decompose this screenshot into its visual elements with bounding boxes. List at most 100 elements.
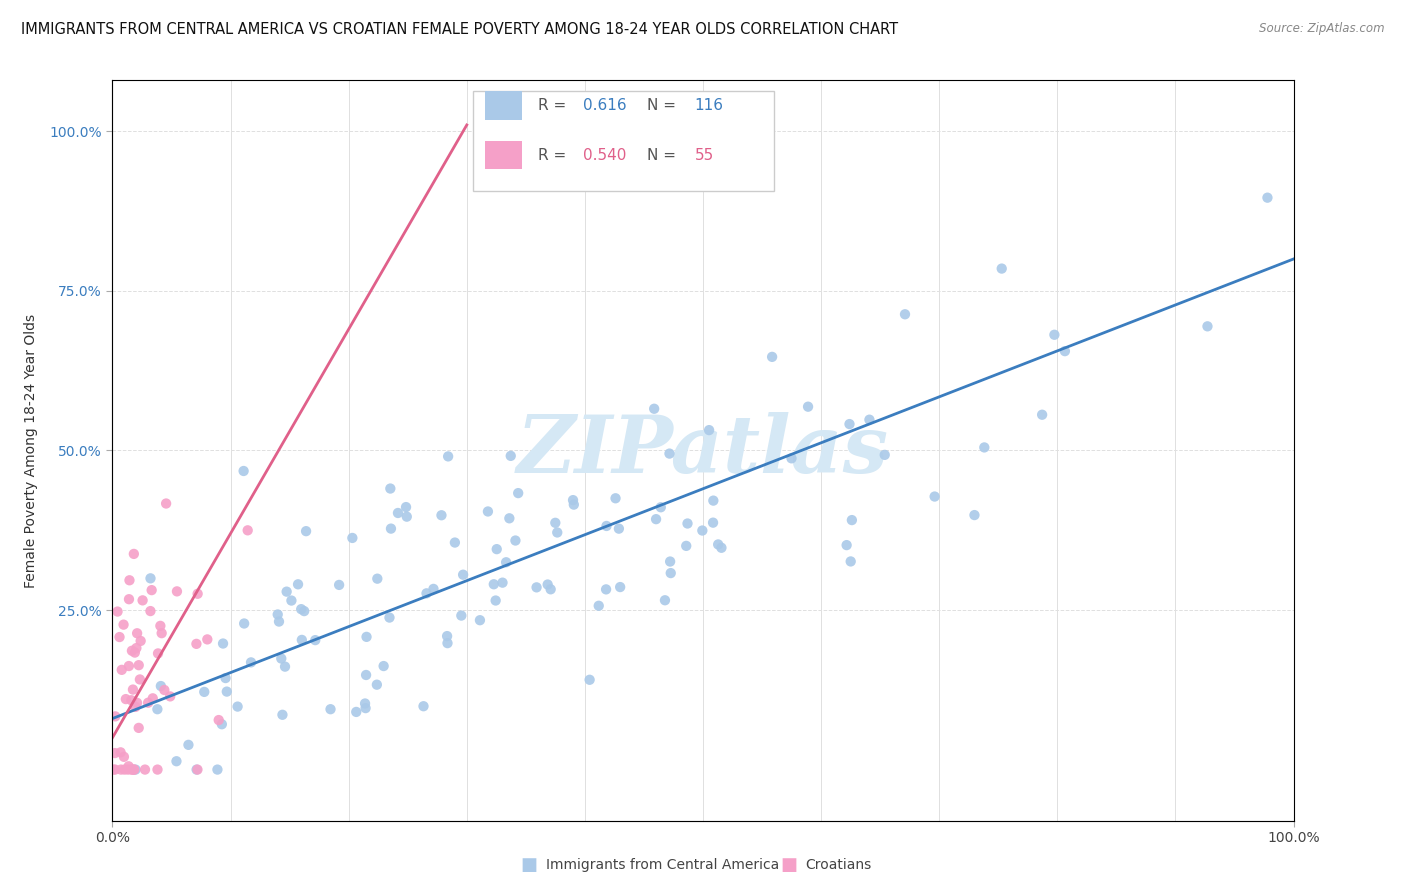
Point: [1197, 319, 1219, 334]
Point: [710, 541, 733, 555]
Text: 116: 116: [695, 98, 724, 113]
Point: [118, 659, 141, 673]
FancyBboxPatch shape: [485, 91, 522, 120]
Point: [232, 464, 254, 478]
Point: [395, 509, 418, 524]
Point: [211, 717, 233, 731]
Point: [215, 684, 238, 698]
Point: [128, 658, 150, 673]
Point: [422, 582, 444, 596]
Point: [141, 583, 163, 598]
Point: [186, 637, 208, 651]
Point: [271, 707, 294, 722]
Point: [605, 491, 627, 506]
Point: [233, 616, 256, 631]
Point: [276, 584, 298, 599]
Point: [207, 763, 229, 777]
Point: [124, 646, 146, 660]
Point: [505, 533, 527, 548]
Point: [366, 678, 388, 692]
Point: [155, 496, 177, 510]
Point: [267, 615, 290, 629]
Point: [149, 679, 172, 693]
Point: [526, 580, 548, 594]
Point: [707, 537, 730, 551]
Point: [990, 261, 1012, 276]
Point: [468, 613, 491, 627]
Point: [436, 629, 458, 643]
Point: [354, 701, 377, 715]
Point: [146, 647, 169, 661]
Point: [295, 524, 318, 538]
Point: [702, 493, 724, 508]
Text: ■: ■: [780, 856, 797, 874]
Point: [797, 400, 820, 414]
Point: [451, 567, 474, 582]
Point: [430, 508, 453, 523]
Point: [114, 763, 136, 777]
Point: [240, 656, 263, 670]
Point: [328, 578, 350, 592]
Point: [485, 542, 508, 557]
Text: Source: ZipAtlas.com: Source: ZipAtlas.com: [1260, 22, 1385, 36]
Point: [236, 524, 259, 538]
Point: [654, 593, 676, 607]
Point: [841, 513, 863, 527]
Text: R =: R =: [537, 98, 571, 113]
Point: [595, 519, 617, 533]
Point: [166, 584, 188, 599]
Point: [499, 449, 522, 463]
Point: [491, 575, 513, 590]
Text: ZIPatlas: ZIPatlas: [517, 412, 889, 489]
Point: [780, 451, 803, 466]
Point: [412, 699, 434, 714]
Text: Immigrants from Central America: Immigrants from Central America: [546, 858, 779, 872]
Point: [498, 511, 520, 525]
Point: [108, 630, 131, 644]
Point: [588, 599, 610, 613]
Point: [280, 593, 302, 607]
Point: [186, 763, 208, 777]
Point: [146, 702, 169, 716]
Point: [546, 525, 568, 540]
Point: [1256, 191, 1278, 205]
Point: [122, 547, 145, 561]
Point: [121, 644, 143, 658]
Point: [354, 697, 377, 711]
Point: [125, 696, 148, 710]
Point: [973, 441, 995, 455]
Point: [395, 500, 418, 514]
Point: [675, 539, 697, 553]
Text: 55: 55: [695, 147, 714, 162]
Point: [485, 593, 508, 607]
Point: [1043, 327, 1066, 342]
Point: [304, 633, 326, 648]
Point: [112, 749, 135, 764]
Point: [287, 577, 309, 591]
Point: [212, 636, 235, 650]
Point: [292, 604, 315, 618]
Point: [508, 486, 530, 500]
Point: [118, 574, 141, 588]
FancyBboxPatch shape: [472, 91, 773, 191]
Point: [117, 763, 139, 777]
Point: [477, 504, 499, 518]
Point: [692, 524, 714, 538]
Point: [124, 763, 146, 777]
Point: [117, 759, 139, 773]
Point: [129, 634, 152, 648]
Point: [839, 554, 862, 568]
Point: [121, 763, 143, 777]
Point: [111, 663, 134, 677]
Text: 0.540: 0.540: [582, 147, 626, 162]
Point: [537, 577, 560, 591]
Point: [450, 608, 472, 623]
Point: [104, 746, 127, 760]
Point: [121, 763, 143, 777]
Point: [214, 671, 236, 685]
Point: [658, 447, 681, 461]
Point: [562, 498, 585, 512]
Point: [122, 682, 145, 697]
Point: [676, 516, 699, 531]
Point: [193, 685, 215, 699]
